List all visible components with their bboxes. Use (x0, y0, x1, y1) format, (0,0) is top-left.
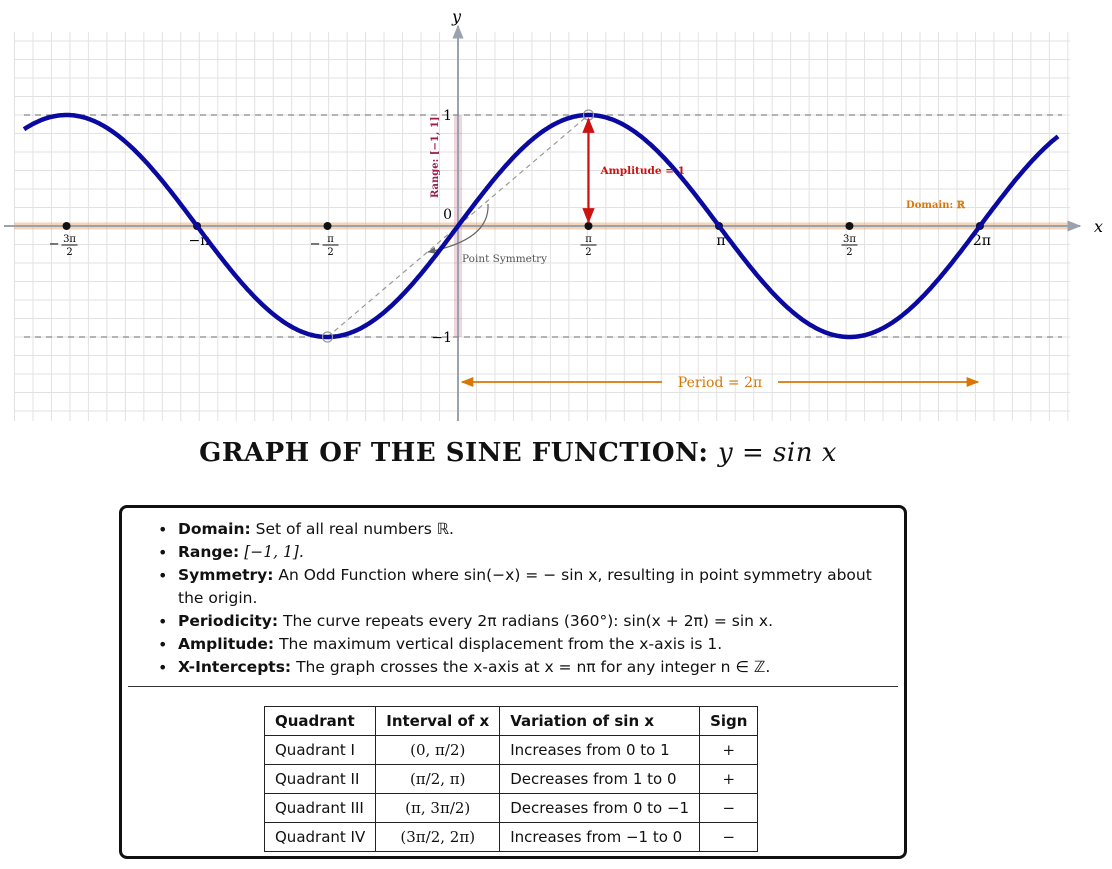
x-tick-numerator: π (327, 234, 334, 245)
properties-panel: Domain: Set of all real numbers ℝ. Range… (119, 505, 907, 859)
y-tick-label: −1 (431, 330, 452, 346)
x-tick-denominator: 2 (327, 247, 333, 258)
x-tick-sign: − (49, 237, 60, 252)
x-tick-sign: − (310, 237, 321, 252)
cell-sign: + (699, 764, 759, 794)
fact-periodicity: Periodicity: The curve repeats every 2π … (158, 610, 904, 633)
cell-sign: + (699, 735, 759, 765)
x-tick-dot (62, 222, 71, 230)
cell-variation: Increases from 0 to 1 (499, 735, 701, 765)
x-tick-numerator: 3π (843, 234, 856, 245)
x-tick-denominator: 2 (585, 247, 591, 258)
cell-interval: (0, π/2) (375, 735, 501, 765)
period-label: Period = 2π (678, 375, 762, 391)
page-title: GRAPH OF THE SINE FUNCTION: y = sin x (0, 438, 1036, 468)
x-tick-label: − π 2 (310, 234, 339, 258)
fact-symmetry: Symmetry: An Odd Function where sin(−x) … (158, 564, 904, 610)
table-header-row: Quadrant Interval of x Variation of sin … (263, 706, 759, 736)
x-tick-dot (323, 222, 332, 230)
title-text: GRAPH OF THE SINE FUNCTION: (199, 438, 709, 468)
fact-x-intercepts: X-Intercepts: The graph crosses the x-ax… (158, 656, 904, 679)
symmetry-label: Point Symmetry (462, 253, 547, 265)
facts-list: Domain: Set of all real numbers ℝ. Range… (122, 508, 904, 679)
divider (128, 686, 898, 687)
table-row: Quadrant II (π/2, π) Decreases from 1 to… (263, 764, 759, 794)
cell-quadrant: Quadrant III (263, 793, 377, 823)
cell-interval: (π/2, π) (375, 764, 501, 794)
cell-interval: (3π/2, 2π) (375, 822, 501, 852)
domain-label: Domain: ℝ (906, 200, 966, 211)
cell-interval: (π, 3π/2) (375, 793, 501, 823)
col-interval: Interval of x (375, 706, 501, 736)
col-variation: Variation of sin x (499, 706, 701, 736)
y-tick-label: 0 (443, 207, 452, 223)
cell-variation: Increases from −1 to 0 (499, 822, 701, 852)
x-tick-denominator: 2 (66, 247, 72, 258)
y-tick-label: 1 (443, 108, 452, 124)
title-math: y = sin x (718, 438, 837, 468)
cell-sign: − (699, 793, 759, 823)
x-tick-label: 2π (973, 233, 991, 249)
x-tick-label: −3π 2 (49, 234, 78, 258)
x-tick-dot (845, 222, 854, 230)
x-tick-label: π2 (580, 234, 597, 258)
min-point-marker (321, 331, 334, 343)
quadrant-table: Quadrant Interval of x Variation of sin … (263, 706, 759, 852)
col-sign: Sign (699, 706, 759, 736)
x-tick-denominator: 2 (846, 247, 852, 258)
range-label: Range: [−1, 1] (430, 116, 441, 198)
x-tick-label: 3π2 (841, 234, 858, 258)
table-row: Quadrant IV (3π/2, 2π) Increases from −1… (263, 822, 759, 852)
cell-quadrant: Quadrant II (263, 764, 377, 794)
fact-amplitude: Amplitude: The maximum vertical displace… (158, 633, 904, 656)
x-tick-label: π (716, 233, 725, 249)
y-axis-label: y (451, 7, 462, 26)
cell-quadrant: Quadrant IV (263, 822, 377, 852)
fact-range: Range: [−1, 1]. (158, 541, 904, 564)
cell-variation: Decreases from 1 to 0 (499, 764, 701, 794)
fact-domain: Domain: Set of all real numbers ℝ. (158, 518, 904, 541)
x-tick-numerator: π (585, 234, 592, 245)
amplitude-label: Amplitude = 1 (599, 165, 685, 177)
x-tick-numerator: 3π (63, 234, 76, 245)
cell-quadrant: Quadrant I (263, 735, 377, 765)
sine-curve (22, 112, 1060, 340)
col-quadrant: Quadrant (263, 706, 377, 736)
table-row: Quadrant I (0, π/2) Increases from 0 to … (263, 735, 759, 765)
x-axis-label: x (1094, 217, 1103, 236)
cell-variation: Decreases from 0 to −1 (499, 793, 701, 823)
cell-sign: − (699, 822, 759, 852)
x-tick-dot (584, 222, 593, 230)
table-row: Quadrant III (π, 3π/2) Decreases from 0 … (263, 793, 759, 823)
